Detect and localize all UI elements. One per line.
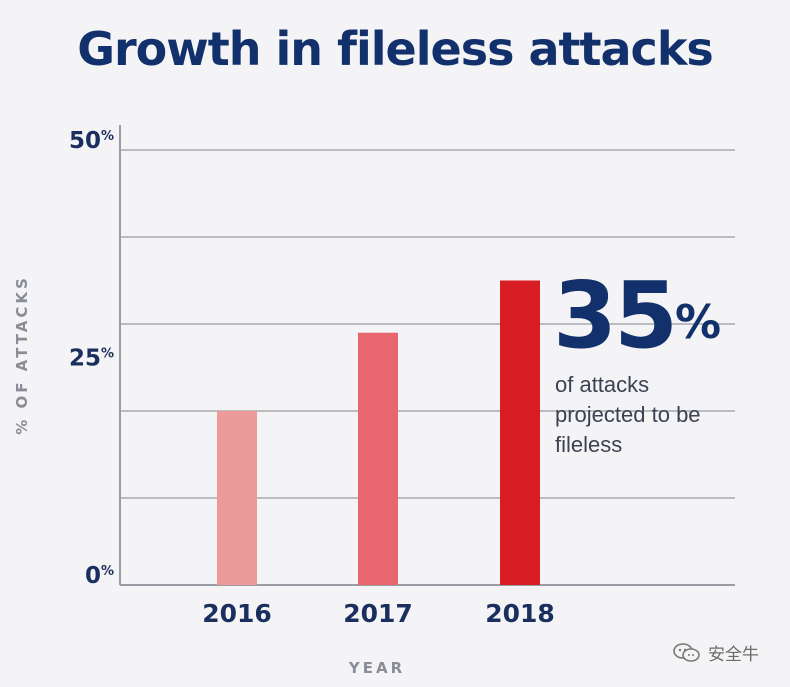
y-tick-labels: 0% 25% 50% [69,128,114,589]
bars [217,280,540,585]
callout-text: of attacks projected to be fileless [555,372,701,457]
x-tick-label: 2016 [202,599,272,628]
y-axis-title: % OF ATTACKS [13,275,31,435]
chart-title: Growth in fileless attacks [77,22,714,76]
x-tick-label: 2017 [343,599,413,628]
bar-2018 [500,280,540,585]
x-axis-title: YEAR [348,659,405,677]
callout-unit: % [675,295,722,349]
bar-2016 [217,411,257,585]
y-tick-label: 0% [85,563,114,589]
y-tick-label: 25% [69,346,114,372]
y-tick-label: 50% [69,128,114,154]
watermark: 安全牛 [672,640,759,665]
x-tick-label: 2018 [485,599,555,628]
callout-value: 35% [553,270,721,362]
callout-number: 35 [553,262,678,369]
wechat-icon [673,642,700,662]
x-tick-labels: 2016 2017 2018 [202,599,555,628]
bar-2017 [358,332,398,585]
watermark-label: 安全牛 [708,645,759,665]
